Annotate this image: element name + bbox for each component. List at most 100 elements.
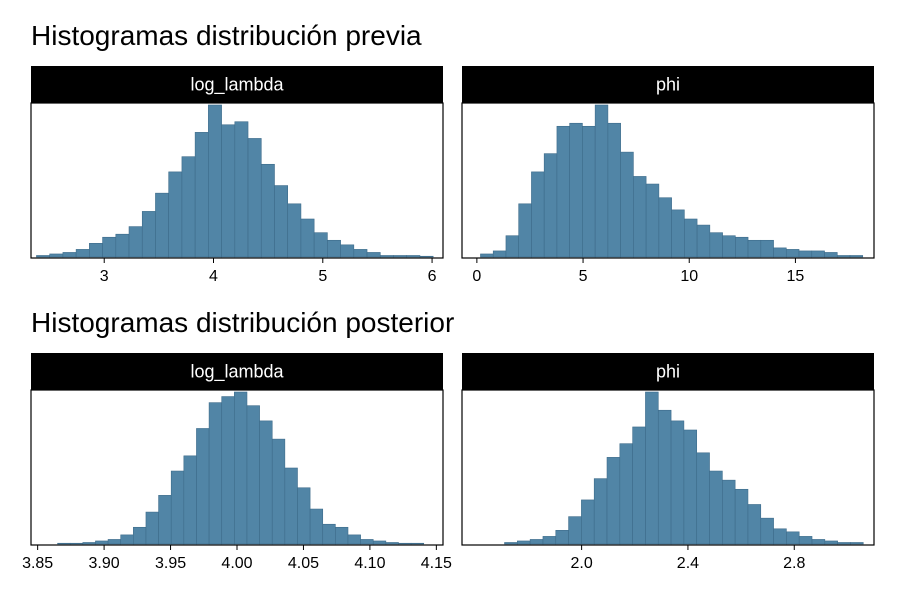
histogram-bar: [406, 255, 421, 258]
histogram-bar: [529, 539, 544, 545]
x-tick-label: 3.90: [89, 555, 120, 572]
histogram-bar: [709, 470, 723, 545]
histogram-bar: [385, 542, 399, 545]
histogram-bar: [696, 452, 710, 545]
x-tick-label: 4: [209, 268, 218, 285]
histogram-bar: [287, 203, 302, 258]
histogram-bar: [208, 104, 222, 258]
histogram-bar: [234, 121, 249, 258]
histogram-bar: [593, 478, 608, 545]
histogram-bar: [684, 218, 698, 258]
histogram-bar: [170, 470, 185, 545]
histogram-bar: [145, 511, 159, 545]
facet-strip: [462, 353, 874, 390]
histogram-bar: [335, 526, 349, 545]
facet-strip-label: log_lambda: [190, 75, 284, 96]
histogram-bar: [158, 495, 172, 545]
histogram-bar: [569, 122, 583, 258]
x-tick-label: 5: [318, 268, 327, 285]
histogram-bar: [504, 542, 518, 545]
facet-strip: [31, 66, 443, 103]
histogram-bar: [760, 239, 774, 258]
histogram-bar: [632, 426, 646, 545]
histogram-bar: [141, 211, 156, 258]
histogram-bar: [480, 253, 494, 258]
histogram-bar: [133, 526, 147, 545]
histogram-bar: [798, 250, 813, 258]
facet-prior-log-lambda: log_lambda 3 4 5 6: [30, 66, 444, 285]
histogram-bar: [606, 457, 621, 545]
histogram-bar: [607, 122, 621, 258]
histogram-bar: [259, 420, 273, 545]
histogram-bar: [360, 539, 374, 545]
histogram-bar: [492, 250, 507, 258]
x-tick-label: 10: [680, 268, 698, 285]
histogram-bar: [658, 197, 672, 258]
facet-strip-label: phi: [656, 75, 680, 95]
histogram-bar: [645, 391, 659, 545]
histogram-bar: [271, 438, 286, 545]
prior-section-title: Histogramas distribución previa: [31, 20, 422, 51]
histogram-bar: [568, 516, 582, 545]
facet-strip: [31, 353, 443, 390]
histogram-bar: [309, 508, 324, 545]
histogram-bar: [36, 255, 50, 258]
histogram-bar: [297, 487, 311, 545]
histogram-bar: [208, 402, 223, 545]
histogram-bar: [347, 534, 361, 545]
histogram-bar: [734, 488, 749, 545]
histogram-bar: [645, 183, 660, 258]
facet-posterior-log-lambda: log_lambda 3.85 3.90 3.95 4.00 4.05 4.10 4.15: [22, 353, 452, 572]
histogram-bar: [75, 249, 90, 258]
histogram-bar: [683, 429, 698, 545]
histogram-bar: [760, 517, 774, 545]
histogram-bar: [181, 156, 196, 258]
histogram-bar: [95, 540, 109, 545]
histogram-bar: [234, 391, 248, 545]
histogram-bar: [221, 124, 236, 258]
histogram-bar: [107, 539, 122, 545]
x-tick-label: 2.4: [677, 555, 699, 572]
histogram-bar: [62, 252, 77, 258]
histogram-bar: [353, 249, 368, 258]
histogram-bar: [555, 530, 569, 545]
histogram-bar: [696, 224, 711, 258]
histogram-bar: [327, 239, 341, 258]
histogram-bar: [410, 542, 425, 545]
histogram-bar: [82, 542, 96, 545]
histogram-bar: [372, 540, 387, 545]
histogram-bar: [786, 531, 800, 545]
histogram-bar: [747, 239, 762, 258]
histogram-bar: [542, 536, 557, 545]
histogram-bar: [340, 244, 355, 258]
histogram-bar: [722, 479, 736, 545]
histogram-bar: [837, 542, 851, 545]
histogram-bar: [366, 252, 381, 258]
histogram-bar: [120, 534, 134, 545]
histogram-bar: [849, 255, 864, 258]
histogram-bar: [657, 409, 672, 545]
histogram-bar: [517, 540, 531, 545]
histogram-bar: [670, 420, 685, 545]
x-tick-label: 3: [100, 268, 109, 285]
histogram-bar: [115, 233, 130, 258]
histogram-bar: [824, 252, 838, 258]
histogram-bar: [322, 523, 336, 545]
histogram-bar: [246, 405, 260, 545]
histogram-bar: [196, 428, 210, 545]
histogram-bar: [194, 132, 209, 258]
histogram-bar: [785, 249, 800, 258]
x-tick-label: 4.00: [221, 555, 252, 572]
histogram-bar: [824, 540, 838, 545]
histogram-bar: [773, 528, 787, 545]
histogram-bar: [128, 226, 143, 258]
x-tick-label: 3.95: [155, 555, 186, 572]
histogram-bar: [247, 138, 262, 258]
histogram-bar: [633, 176, 647, 258]
x-tick-label: 6: [428, 268, 437, 285]
histogram-bar: [594, 104, 609, 258]
histogram-bar: [850, 542, 864, 545]
x-tick-label: 4.05: [288, 555, 319, 572]
histogram-bar: [221, 396, 235, 545]
